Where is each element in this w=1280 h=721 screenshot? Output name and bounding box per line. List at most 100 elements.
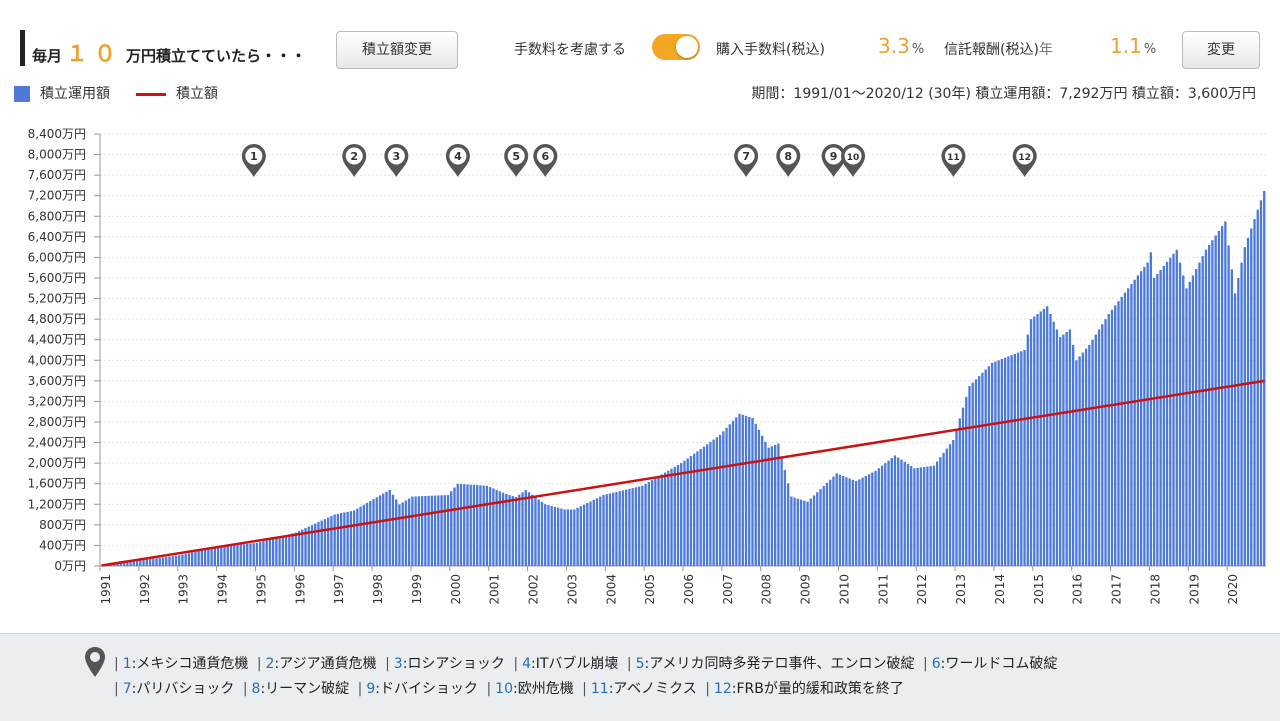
- bar: [1036, 314, 1039, 566]
- bar: [378, 495, 382, 566]
- bar: [1263, 190, 1266, 566]
- legend-bar-swatch: [14, 86, 30, 102]
- bar: [375, 497, 378, 566]
- x-tick-label: 2015: [1032, 574, 1046, 605]
- bar: [446, 495, 450, 566]
- bar: [369, 501, 372, 566]
- event-marker-circle: [507, 147, 525, 165]
- event-item: | 10:欧州危機: [486, 681, 574, 697]
- bar: [1253, 219, 1256, 566]
- event-item: | 7:パリバショック: [114, 681, 235, 697]
- bar: [171, 556, 174, 566]
- bar: [450, 491, 453, 566]
- bar: [226, 545, 229, 566]
- event-list: | 1:メキシコ通貨危機 | 2:アジア通貨危機 | 3:ロシアショック | 4:ITバ…: [110, 652, 1240, 702]
- change-button[interactable]: 変更: [1182, 31, 1260, 69]
- bar: [1007, 356, 1010, 566]
- bar: [751, 417, 754, 566]
- bar: [1217, 230, 1221, 566]
- bar: [210, 548, 213, 566]
- event-number: 8: [251, 681, 261, 697]
- event-marker-label: 6: [542, 150, 550, 163]
- bar: [174, 555, 178, 566]
- bar: [547, 505, 550, 566]
- bar: [634, 487, 638, 566]
- event-separator: |: [582, 681, 587, 697]
- buy-fee-label: 購入手数料(税込): [716, 42, 825, 58]
- event-marker-circle: [387, 147, 405, 165]
- bar: [1042, 308, 1046, 566]
- legend-line-swatch: [136, 92, 166, 96]
- bar: [803, 500, 806, 566]
- bar: [388, 489, 391, 566]
- bar: [246, 543, 249, 566]
- bar: [683, 460, 686, 566]
- bar: [362, 504, 365, 566]
- bar: [744, 415, 748, 566]
- bar: [1084, 348, 1088, 566]
- legend-line-label: 積立額: [176, 86, 218, 102]
- bar: [233, 545, 236, 566]
- bar: [200, 550, 204, 566]
- x-tick-label: 2007: [721, 574, 735, 605]
- bar: [1107, 314, 1110, 566]
- bar: [540, 501, 544, 566]
- bar: [1101, 324, 1104, 566]
- bar: [618, 491, 621, 566]
- trust-fee-label: 信託報酬(税込)年: [944, 39, 1053, 59]
- title-prefix: 毎月: [32, 47, 63, 65]
- bar: [644, 483, 647, 566]
- bar: [161, 557, 165, 566]
- x-tick-label: 2004: [604, 574, 618, 605]
- bar: [877, 468, 880, 566]
- bar: [809, 498, 812, 566]
- event-number: 1: [122, 656, 132, 672]
- bar: [456, 483, 459, 566]
- bar: [168, 556, 171, 566]
- bar: [680, 463, 683, 566]
- bar: [741, 414, 744, 566]
- bar: [1246, 237, 1250, 566]
- bar: [304, 528, 307, 566]
- bar: [242, 544, 246, 566]
- bar: [223, 546, 226, 566]
- y-tick-label: 1,200万円: [28, 497, 86, 511]
- x-tick-label: 2006: [682, 574, 696, 605]
- bar: [569, 509, 573, 566]
- bar: [615, 491, 618, 566]
- y-tick-label: 6,000万円: [28, 250, 86, 264]
- bar: [1182, 275, 1185, 566]
- toggle-knob: [676, 36, 698, 58]
- bar: [767, 447, 770, 566]
- bar: [939, 457, 942, 566]
- bar: [702, 446, 706, 566]
- bar: [1049, 314, 1052, 566]
- bar: [654, 478, 657, 566]
- bar: [155, 558, 158, 566]
- y-tick-label: 4,400万円: [28, 333, 86, 347]
- bar: [676, 465, 680, 566]
- bar: [327, 517, 330, 566]
- bar: [1204, 249, 1208, 566]
- bar: [689, 456, 693, 566]
- bar: [207, 549, 210, 566]
- event-separator: |: [626, 656, 632, 672]
- fee-toggle[interactable]: [652, 34, 700, 60]
- bar: [1165, 261, 1169, 566]
- bar: [790, 496, 793, 566]
- bar: [1094, 334, 1097, 566]
- bar: [1052, 321, 1055, 566]
- bar: [705, 444, 709, 566]
- event-number: 3: [393, 656, 403, 672]
- change-amount-button[interactable]: 積立額変更: [336, 31, 458, 69]
- bar: [262, 541, 265, 566]
- event-separator: |: [513, 656, 519, 672]
- bar: [1029, 319, 1033, 566]
- bar: [780, 456, 783, 566]
- bar: [1000, 359, 1004, 566]
- event-name: ロシアショック: [407, 656, 505, 672]
- bar: [560, 508, 563, 566]
- event-marker-circle: [245, 147, 263, 165]
- bar: [1149, 252, 1153, 567]
- bar: [537, 499, 540, 566]
